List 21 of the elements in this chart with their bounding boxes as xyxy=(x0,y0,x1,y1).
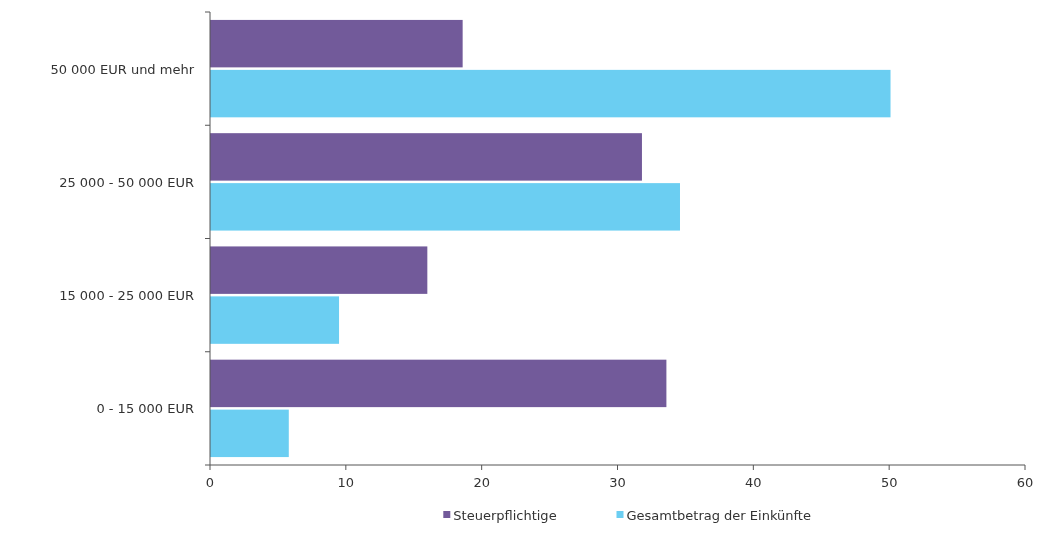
x-tick-label: 50 xyxy=(880,475,898,490)
x-tick-label: 0 xyxy=(205,475,215,490)
y-tick-label: 50 000 EUR und mehr xyxy=(50,61,195,77)
x-tick-label: 10 xyxy=(337,475,355,490)
x-tick-label: 20 xyxy=(473,475,490,490)
legend-label: Gesamtbetrag der Einkünfte xyxy=(626,508,811,523)
bar xyxy=(210,296,340,344)
y-tick-label: 15 000 - 25 000 EUR xyxy=(59,288,194,304)
bar xyxy=(210,246,428,294)
x-tick-label: 30 xyxy=(609,475,626,490)
y-tick-label: 0 - 15 000 EUR xyxy=(96,401,194,417)
bar xyxy=(210,19,463,68)
bar xyxy=(210,133,642,181)
x-tick-label: 60 xyxy=(1016,475,1034,490)
bar xyxy=(210,359,667,408)
bar xyxy=(210,183,680,231)
y-tick-label: 25 000 - 50 000 EUR xyxy=(59,174,194,190)
bar xyxy=(210,409,289,458)
legend-label: Steuerpflichtige xyxy=(453,508,557,523)
x-tick-label: 40 xyxy=(745,475,762,490)
bar xyxy=(210,69,891,118)
